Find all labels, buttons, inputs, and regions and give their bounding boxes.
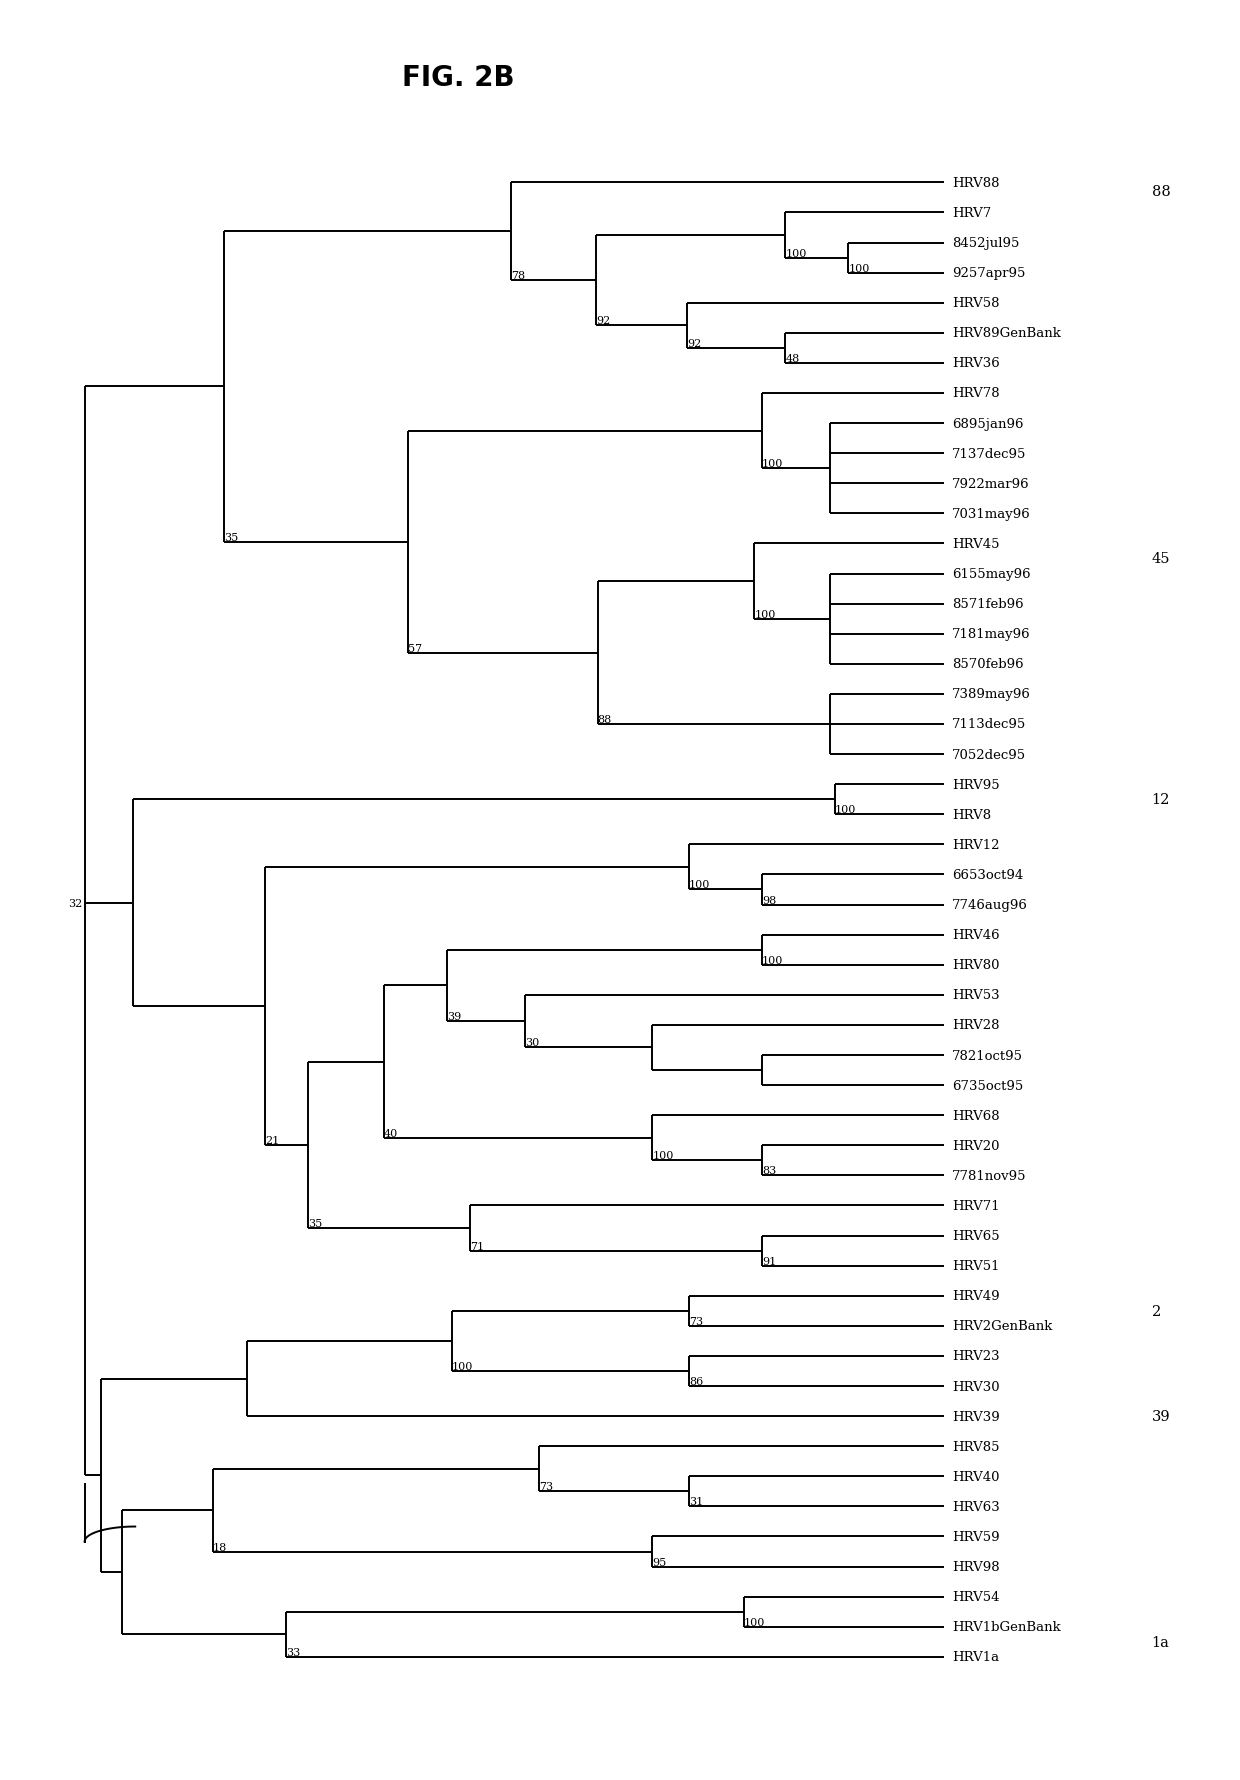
Text: 39: 39 — [1152, 1410, 1171, 1424]
Text: 7052dec95: 7052dec95 — [952, 748, 1027, 762]
Text: 7113dec95: 7113dec95 — [952, 717, 1027, 732]
Text: HRV95: HRV95 — [952, 778, 999, 792]
Text: 12: 12 — [1152, 792, 1171, 806]
Text: HRV68: HRV68 — [952, 1109, 999, 1121]
Text: HRV59: HRV59 — [952, 1531, 999, 1543]
Text: 83: 83 — [761, 1166, 776, 1177]
Text: 1a: 1a — [1152, 1634, 1169, 1648]
Text: 9257apr95: 9257apr95 — [952, 267, 1025, 279]
Text: HRV20: HRV20 — [952, 1139, 999, 1152]
Text: HRV54: HRV54 — [952, 1590, 999, 1604]
Text: 100: 100 — [761, 956, 784, 965]
Text: 100: 100 — [835, 805, 856, 815]
Text: 7181may96: 7181may96 — [952, 628, 1030, 641]
Text: 30: 30 — [525, 1038, 539, 1048]
Text: 6895jan96: 6895jan96 — [952, 417, 1024, 431]
Text: HRV71: HRV71 — [952, 1200, 999, 1212]
Text: HRV49: HRV49 — [952, 1289, 999, 1303]
Text: 7922mar96: 7922mar96 — [952, 477, 1029, 491]
Text: 18: 18 — [213, 1541, 227, 1552]
Text: FIG. 2B: FIG. 2B — [402, 64, 515, 93]
Text: 8452jul95: 8452jul95 — [952, 237, 1019, 249]
Text: 100: 100 — [451, 1362, 474, 1371]
Text: 73: 73 — [689, 1315, 703, 1326]
Text: 6155may96: 6155may96 — [952, 568, 1030, 580]
Text: 7746aug96: 7746aug96 — [952, 899, 1028, 911]
Text: HRV39: HRV39 — [952, 1410, 999, 1422]
Text: 35: 35 — [308, 1218, 322, 1228]
Text: HRV1bGenBank: HRV1bGenBank — [952, 1620, 1061, 1634]
Text: 73: 73 — [539, 1481, 553, 1492]
Text: HRV78: HRV78 — [952, 388, 999, 401]
Text: HRV12: HRV12 — [952, 838, 999, 851]
Text: 100: 100 — [785, 249, 807, 258]
Text: HRV23: HRV23 — [952, 1349, 999, 1363]
Text: HRV45: HRV45 — [952, 538, 999, 550]
Text: 100: 100 — [754, 609, 776, 619]
Text: 7031may96: 7031may96 — [952, 507, 1030, 520]
Text: 57: 57 — [408, 643, 423, 653]
Text: HRV80: HRV80 — [952, 959, 999, 972]
Text: 7781nov95: 7781nov95 — [952, 1169, 1027, 1182]
Text: HRV30: HRV30 — [952, 1380, 999, 1392]
Text: 88: 88 — [598, 714, 613, 724]
Text: 92: 92 — [596, 317, 610, 326]
Text: 100: 100 — [652, 1150, 673, 1161]
Text: HRV40: HRV40 — [952, 1470, 999, 1483]
Text: 100: 100 — [744, 1616, 765, 1627]
Text: 98: 98 — [761, 895, 776, 904]
Text: 92: 92 — [687, 338, 702, 349]
Text: 2: 2 — [1152, 1305, 1161, 1317]
Text: 32: 32 — [68, 899, 83, 908]
Text: 71: 71 — [470, 1241, 485, 1251]
Text: 40: 40 — [383, 1129, 398, 1137]
Text: HRV85: HRV85 — [952, 1440, 999, 1452]
Text: 39: 39 — [448, 1011, 461, 1022]
Text: HRV98: HRV98 — [952, 1561, 999, 1574]
Text: 8571feb96: 8571feb96 — [952, 598, 1024, 611]
Text: HRV8: HRV8 — [952, 808, 991, 821]
Text: HRV63: HRV63 — [952, 1501, 999, 1513]
Text: HRV1a: HRV1a — [952, 1650, 999, 1664]
Text: HRV88: HRV88 — [952, 176, 999, 190]
Text: HRV53: HRV53 — [952, 988, 999, 1002]
Text: 91: 91 — [761, 1257, 776, 1266]
Text: HRV58: HRV58 — [952, 297, 999, 310]
Text: 100: 100 — [761, 459, 784, 468]
Text: 86: 86 — [689, 1376, 703, 1387]
Text: HRV7: HRV7 — [952, 206, 992, 219]
Text: HRV89GenBank: HRV89GenBank — [952, 328, 1061, 340]
Text: 100: 100 — [848, 263, 869, 274]
Text: 88: 88 — [1152, 185, 1171, 199]
Text: 48: 48 — [785, 354, 800, 363]
Text: HRV28: HRV28 — [952, 1018, 999, 1032]
Text: 95: 95 — [652, 1558, 667, 1566]
Text: HRV65: HRV65 — [952, 1230, 999, 1242]
Text: 6653oct94: 6653oct94 — [952, 869, 1023, 881]
Text: 33: 33 — [286, 1646, 300, 1657]
Text: 31: 31 — [689, 1497, 703, 1506]
Text: 35: 35 — [224, 532, 238, 543]
Text: 7821oct95: 7821oct95 — [952, 1048, 1023, 1063]
Text: HRV36: HRV36 — [952, 358, 999, 370]
Text: 8570feb96: 8570feb96 — [952, 659, 1024, 671]
Text: 7389may96: 7389may96 — [952, 689, 1030, 701]
Text: 45: 45 — [1152, 552, 1171, 566]
Text: 21: 21 — [265, 1136, 279, 1145]
Text: HRV2GenBank: HRV2GenBank — [952, 1319, 1053, 1333]
Text: HRV51: HRV51 — [952, 1260, 999, 1273]
Text: HRV46: HRV46 — [952, 929, 999, 942]
Text: 100: 100 — [689, 879, 711, 890]
Text: 7137dec95: 7137dec95 — [952, 447, 1027, 461]
Text: 6735oct95: 6735oct95 — [952, 1079, 1023, 1091]
Text: 78: 78 — [511, 271, 526, 281]
